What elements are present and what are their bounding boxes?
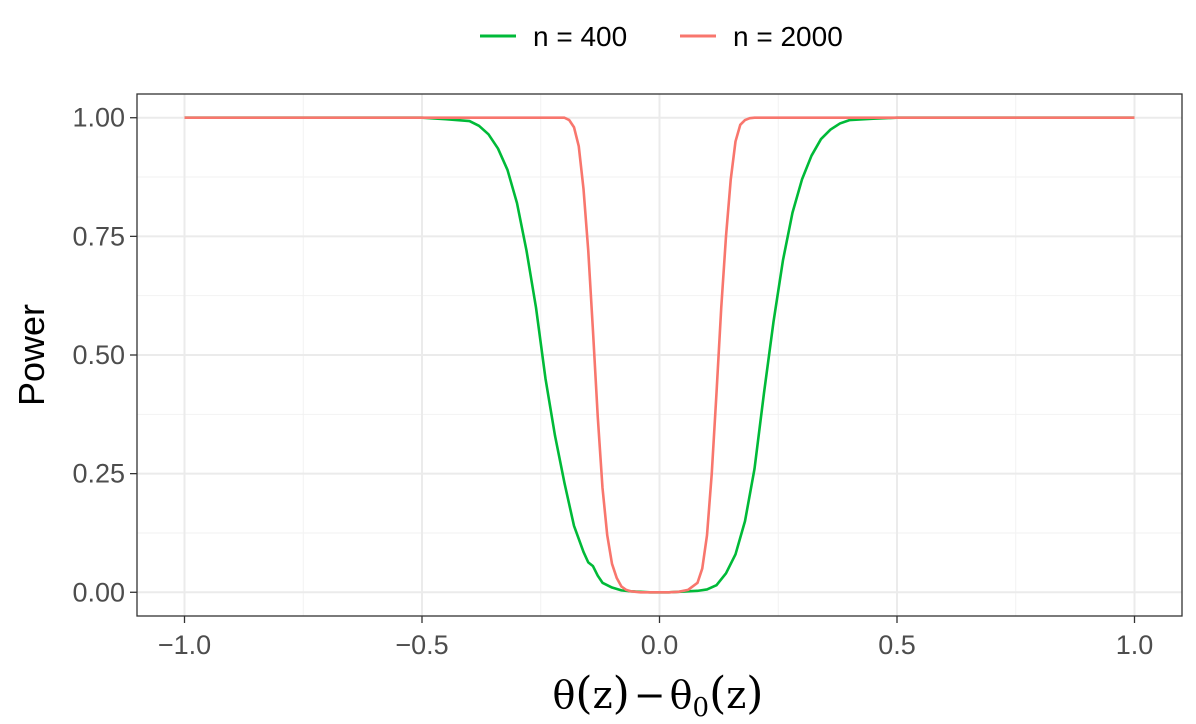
y-tick-label: 1.00 <box>72 103 125 133</box>
x-tick-label: 0.0 <box>641 630 679 660</box>
series-line-n2000 <box>184 116 1135 594</box>
legend-label-n2000: n = 2000 <box>733 21 843 52</box>
y-axis-ticks: 0.00 0.25 0.50 0.75 1.00 <box>72 103 137 607</box>
series-lines <box>184 116 1135 594</box>
x-tick-label: −1.0 <box>158 630 211 660</box>
legend-label-n400: n = 400 <box>533 21 627 52</box>
x-axis-ticks: −1.0 −0.5 0.0 0.5 1.0 <box>158 616 1153 660</box>
y-tick-label: 0.00 <box>72 577 125 607</box>
y-axis-title: Power <box>11 304 52 406</box>
y-tick-label: 0.25 <box>72 459 125 489</box>
y-tick-label: 0.50 <box>72 340 125 370</box>
legend: n = 400 n = 2000 <box>480 21 843 52</box>
x-axis-title: θ(z) − θ0(z) <box>553 668 764 723</box>
x-tick-label: 0.5 <box>878 630 916 660</box>
x-tick-label: 1.0 <box>1116 630 1154 660</box>
x-tick-label: −0.5 <box>395 630 448 660</box>
y-tick-label: 0.75 <box>72 221 125 251</box>
